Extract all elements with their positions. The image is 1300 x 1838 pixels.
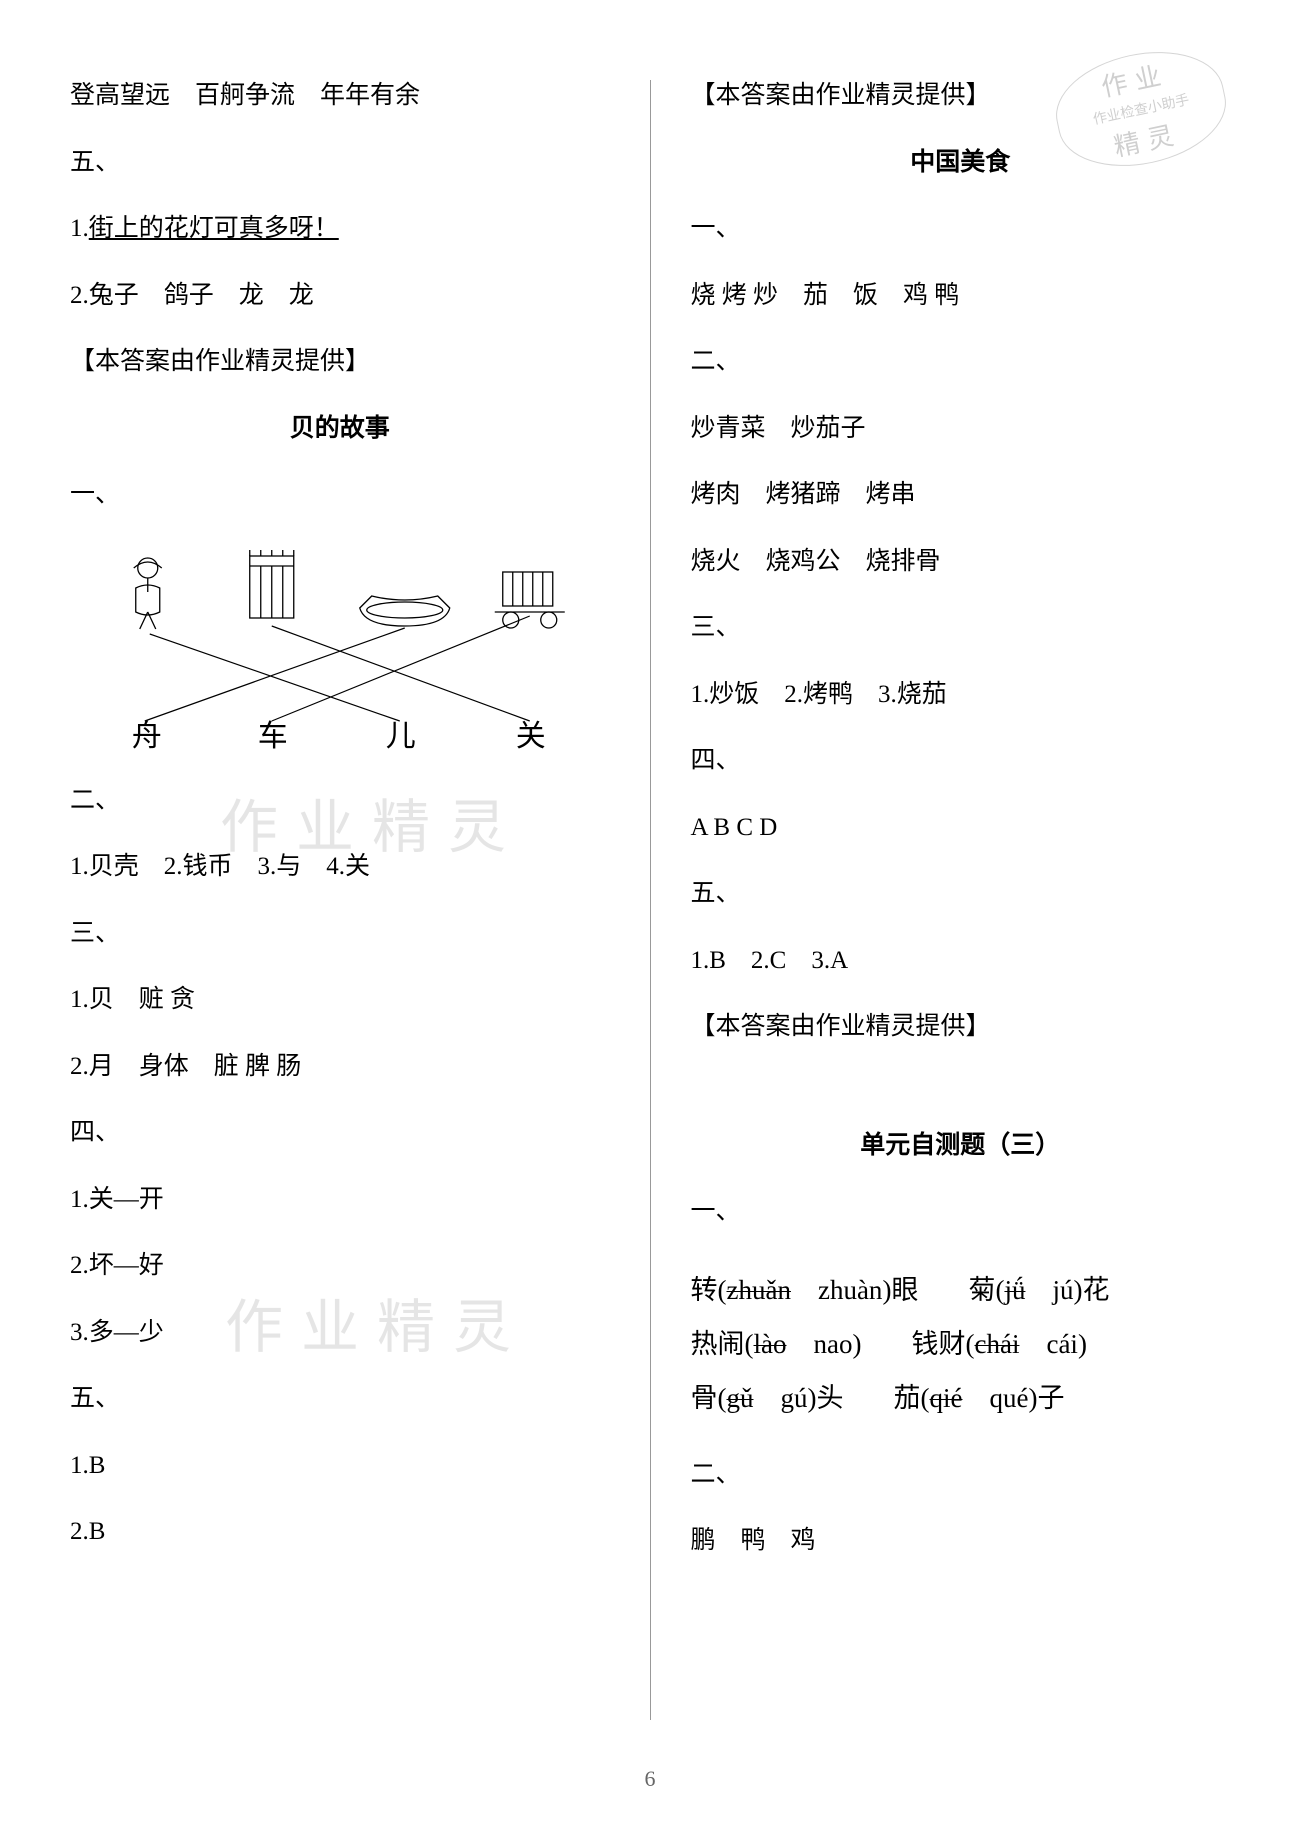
right-column: 【本答案由作业精灵提供】 中国美食 一、 烧 烤 炒 茄 饭 鸡 鸭 二、 炒青… xyxy=(651,80,1231,1720)
section-heading: 三、 xyxy=(70,918,610,951)
section-heading: 二、 xyxy=(691,346,1231,379)
answer-line: 2.坏—好 xyxy=(70,1250,610,1283)
pinyin-wrong: lào xyxy=(754,1329,787,1359)
underlined-text: 街上的花灯可真多呀！ xyxy=(89,215,339,242)
section-title: 单元自测题（三） xyxy=(691,1130,1231,1163)
pinyin-wrong: gǔ xyxy=(727,1383,754,1413)
answer-line: 2.B xyxy=(70,1516,610,1549)
section-heading: 五、 xyxy=(691,878,1231,911)
answer-line: A B C D xyxy=(691,812,1231,845)
pinyin-item: 菊(jǘ jú)花 xyxy=(968,1263,1109,1317)
answer-line: 1.关—开 xyxy=(70,1184,610,1217)
diagram-label: 车 xyxy=(258,720,288,751)
pinyin-char: 转 xyxy=(691,1275,718,1305)
answer-line: 鹏 鸭 鸡 xyxy=(691,1525,1231,1558)
pinyin-answers: 转(zhuǎn zhuàn)眼 菊(jǘ jú)花 热闹(lào nao) 钱财… xyxy=(691,1263,1231,1425)
pinyin-wrong: zhuǎn xyxy=(727,1275,791,1305)
pinyin-right: cái xyxy=(1046,1329,1077,1359)
diagram-label: 儿 xyxy=(386,720,416,751)
pinyin-char: 茄 xyxy=(894,1383,921,1413)
answer-line: 3.多—少 xyxy=(70,1317,610,1350)
pinyin-right: gú xyxy=(781,1383,808,1413)
section-title: 贝的故事 xyxy=(70,413,610,446)
answer-line: 1.B xyxy=(70,1450,610,1483)
pinyin-right: qué xyxy=(990,1383,1029,1413)
answer-line: 烤肉 烤猪蹄 烤串 xyxy=(691,479,1231,512)
pinyin-right: zhuàn xyxy=(818,1275,882,1305)
pinyin-right: nao xyxy=(814,1329,853,1359)
section-heading: 三、 xyxy=(691,612,1231,645)
section-heading: 四、 xyxy=(70,1117,610,1150)
page-number: 6 xyxy=(0,1760,1300,1792)
spacer xyxy=(691,1078,1231,1096)
section-heading: 一、 xyxy=(691,213,1231,246)
page-container: 登高望远 百舸争流 年年有余 五、 1.街上的花灯可真多呀！ 2.兔子 鸽子 龙… xyxy=(0,0,1300,1760)
answer-line: 1.街上的花灯可真多呀！ xyxy=(70,213,610,246)
section-heading: 二、 xyxy=(70,785,610,818)
answer-line: 2.兔子 鸽子 龙 龙 xyxy=(70,280,610,313)
attribution-text: 【本答案由作业精灵提供】 xyxy=(70,346,610,379)
pinyin-item: 钱财(chái cái) xyxy=(911,1317,1086,1371)
section-heading: 二、 xyxy=(691,1459,1231,1492)
item-prefix: 1. xyxy=(70,215,89,242)
answer-line: 炒青菜 炒茄子 xyxy=(691,413,1231,446)
pinyin-tail: 头 xyxy=(817,1383,844,1413)
pinyin-char: 骨 xyxy=(691,1383,718,1413)
section-heading: 一、 xyxy=(70,479,610,512)
pinyin-wrong: chái xyxy=(974,1329,1019,1359)
answer-line: 烧 烤 炒 茄 饭 鸡 鸭 xyxy=(691,280,1231,313)
pinyin-item: 茄(qié qué)子 xyxy=(894,1371,1065,1425)
pinyin-item: 骨(gǔ gú)头 xyxy=(691,1371,844,1425)
answer-line: 1.B 2.C 3.A xyxy=(691,945,1231,978)
answer-line: 1.贝壳 2.钱币 3.与 4.关 xyxy=(70,851,610,884)
answer-line: 1.炒饭 2.烤鸭 3.烧茄 xyxy=(691,679,1231,712)
pinyin-item: 转(zhuǎn zhuàn)眼 xyxy=(691,1263,919,1317)
text-line: 登高望远 百舸争流 年年有余 xyxy=(70,80,610,113)
attribution-text: 【本答案由作业精灵提供】 xyxy=(691,1011,1231,1044)
pinyin-item: 热闹(lào nao) xyxy=(691,1317,862,1371)
pinyin-char: 钱财 xyxy=(911,1329,965,1359)
diagram-label: 关 xyxy=(516,720,546,751)
pinyin-wrong: qié xyxy=(930,1383,963,1413)
pinyin-tail: 眼 xyxy=(891,1275,918,1305)
section-heading: 五、 xyxy=(70,147,610,180)
diagram-label: 舟 xyxy=(132,720,162,751)
pinyin-char: 菊 xyxy=(968,1275,995,1305)
pinyin-right: jú xyxy=(1052,1275,1073,1305)
answer-line: 烧火 烧鸡公 烧排骨 xyxy=(691,546,1231,579)
answer-line: 2.月 身体 脏 脾 肠 xyxy=(70,1051,610,1084)
pinyin-char: 热闹 xyxy=(691,1329,745,1359)
section-heading: 四、 xyxy=(691,745,1231,778)
section-heading: 一、 xyxy=(691,1196,1231,1229)
matching-diagram: 舟 车 儿 关 xyxy=(70,546,610,751)
pinyin-tail: 花 xyxy=(1082,1275,1109,1305)
pinyin-wrong: jǘ xyxy=(1004,1275,1025,1305)
left-column: 登高望远 百舸争流 年年有余 五、 1.街上的花灯可真多呀！ 2.兔子 鸽子 龙… xyxy=(70,80,650,1720)
answer-line: 1.贝 赃 贪 xyxy=(70,984,610,1017)
pinyin-tail: 子 xyxy=(1037,1383,1064,1413)
section-heading: 五、 xyxy=(70,1383,610,1416)
